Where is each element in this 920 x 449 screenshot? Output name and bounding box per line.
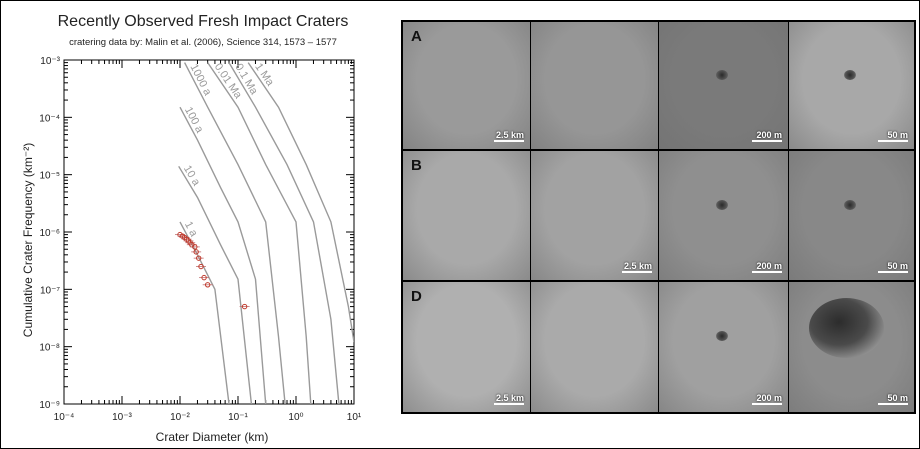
observed-point bbox=[193, 249, 199, 255]
x-tick-label: 10⁻³ bbox=[112, 412, 132, 423]
scale-bar-label: 50 m bbox=[887, 130, 908, 140]
crater-image-tile: 2.5 km bbox=[531, 151, 658, 280]
panel-row-label: A bbox=[411, 28, 422, 45]
plot-frame bbox=[63, 59, 355, 405]
isochron-group bbox=[178, 62, 354, 404]
x-tick-label: 10⁰ bbox=[288, 412, 303, 423]
scale-bar bbox=[752, 403, 782, 405]
isochron-line bbox=[247, 62, 354, 343]
observed-point bbox=[204, 282, 211, 288]
observed-point bbox=[201, 274, 207, 281]
scale-bar-label: 200 m bbox=[756, 393, 782, 403]
y-tick-label: 10⁻⁹ bbox=[39, 400, 60, 411]
impact-crater-mark bbox=[715, 70, 728, 81]
observed-point bbox=[241, 303, 248, 310]
scale-bar-label: 2.5 km bbox=[623, 261, 652, 271]
scale-bar-label: 200 m bbox=[756, 130, 782, 140]
crater-image-tile: 2.5 km bbox=[403, 282, 530, 412]
crater-image-tile bbox=[403, 151, 530, 280]
isochron-label: 1000 a bbox=[187, 62, 214, 98]
panel-row-label: B bbox=[411, 157, 422, 174]
crater-image-tile: 200 m bbox=[659, 151, 788, 280]
isochron-line bbox=[178, 165, 253, 404]
crater-image-tile bbox=[531, 282, 658, 412]
y-tick-label: 10⁻⁵ bbox=[39, 171, 60, 182]
crater-image-tile: 50 m bbox=[789, 22, 914, 149]
y-tick-label: 10⁻⁴ bbox=[39, 113, 60, 124]
y-tick-label: 10⁻⁶ bbox=[39, 228, 60, 239]
scale-bar bbox=[752, 140, 782, 142]
crater-image-tile bbox=[531, 22, 658, 149]
impact-crater-mark bbox=[844, 70, 856, 81]
scale-bar bbox=[752, 271, 782, 273]
x-tick-label: 10¹ bbox=[347, 412, 362, 423]
y-tick-label: 10⁻⁸ bbox=[39, 343, 60, 354]
observed-point bbox=[192, 244, 198, 250]
isochron-line bbox=[228, 62, 340, 404]
impact-crater-mark bbox=[844, 200, 856, 211]
crater-image-tile: 50 m bbox=[789, 151, 914, 280]
isochron-label: 100 a bbox=[182, 105, 206, 136]
crater-image-tile: 50 m bbox=[789, 282, 914, 412]
x-tick-label: 10⁻¹ bbox=[228, 412, 248, 423]
scale-bar bbox=[878, 403, 908, 405]
isochron-line bbox=[179, 221, 230, 404]
impact-crater-mark bbox=[809, 297, 884, 358]
impact-crater-mark bbox=[715, 331, 728, 342]
x-tick-label: 10⁻⁴ bbox=[54, 412, 75, 423]
crater-image-panel: 2.5 km 200 m 50 m A 2.5 km 200 m 50 m B 2.5 km 20… bbox=[401, 20, 916, 414]
scale-bar bbox=[494, 140, 524, 142]
scale-bar-label: 50 m bbox=[887, 393, 908, 403]
scale-bar-label: 2.5 km bbox=[495, 130, 524, 140]
scale-bar bbox=[494, 403, 524, 405]
chart-subtitle: cratering data by: Malin et al. (2006), … bbox=[69, 37, 337, 48]
x-axis-label: Crater Diameter (km) bbox=[156, 430, 269, 444]
y-axis-label: Cumulative Crater Frequency (km⁻²) bbox=[21, 143, 35, 337]
isochron-line bbox=[183, 62, 286, 404]
crater-frequency-chart: Recently Observed Fresh Impact Craters c… bbox=[21, 13, 362, 444]
scale-bar-label: 200 m bbox=[756, 261, 782, 271]
crater-image-tile: 2.5 km bbox=[403, 22, 530, 149]
observed-point bbox=[195, 255, 202, 261]
scale-bar bbox=[878, 140, 908, 142]
panel-row-label: D bbox=[411, 288, 422, 305]
crater-image-tile: 200 m bbox=[659, 282, 788, 412]
impact-crater-mark bbox=[715, 200, 728, 211]
scale-bar-label: 50 m bbox=[887, 261, 908, 271]
x-tick-label: 10⁻² bbox=[170, 412, 190, 423]
scale-bar bbox=[878, 271, 908, 273]
plot-area: 10⁻⁴ 10⁻³ 10⁻² 10⁻¹ 10⁰ 10¹ 10⁻⁹ 10⁻⁸ 10⁻⁷ 10⁻⁶ 10… bbox=[39, 56, 362, 423]
crater-image-tile: 200 m bbox=[659, 22, 788, 149]
y-tick-label: 10⁻⁷ bbox=[40, 285, 60, 296]
observed-point bbox=[198, 263, 204, 270]
scale-bar bbox=[622, 271, 652, 273]
chart-title: Recently Observed Fresh Impact Craters bbox=[58, 13, 349, 30]
isochron-line bbox=[207, 62, 312, 404]
y-tick-label: 10⁻³ bbox=[40, 56, 60, 67]
isochron-line bbox=[179, 106, 267, 404]
scale-bar-label: 2.5 km bbox=[495, 393, 524, 403]
